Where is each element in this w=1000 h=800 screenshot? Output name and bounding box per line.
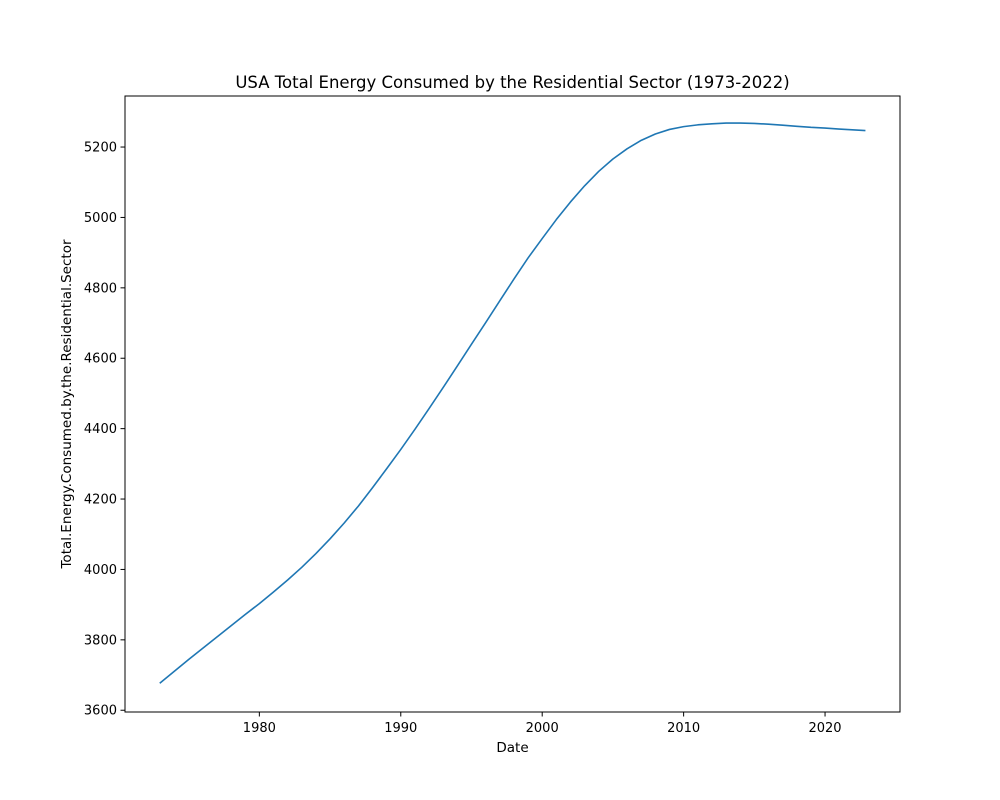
x-tick-label: 2000 <box>526 721 559 736</box>
y-tick-label: 4200 <box>84 493 117 508</box>
axes-frame <box>124 95 901 713</box>
plot-area <box>124 95 901 713</box>
axis-ticks: 1980 1990 2000 2010 2020 3600 3800 4000 4200 4400… <box>84 141 842 736</box>
y-tick-label: 3600 <box>84 704 117 719</box>
y-tick-label: 4400 <box>84 422 117 437</box>
y-tick-label: 3800 <box>84 633 117 648</box>
chart-title: USA Total Energy Consumed by the Residen… <box>235 73 789 92</box>
x-tick-label: 1990 <box>384 721 417 736</box>
y-tick-label: 4000 <box>84 563 117 578</box>
x-axis-label: Date <box>496 740 528 756</box>
y-tick-label: 4600 <box>84 352 117 367</box>
x-tick-label: 2010 <box>667 721 700 736</box>
y-tick-label: 4800 <box>84 281 117 296</box>
y-axis-label: Total.Energy.Consumed.by.the.Residential… <box>59 239 75 569</box>
x-tick-label: 1980 <box>243 721 276 736</box>
y-tick-label: 5000 <box>84 211 117 226</box>
x-tick-label: 2020 <box>808 721 841 736</box>
series-line <box>159 122 866 684</box>
y-tick-label: 5200 <box>84 141 117 156</box>
